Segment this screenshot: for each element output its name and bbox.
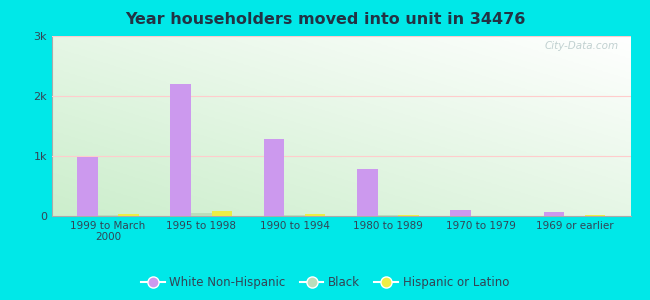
Bar — [450, 210, 471, 216]
Bar — [264, 139, 284, 216]
Bar — [98, 215, 118, 216]
Bar — [118, 214, 139, 216]
Text: Year householders moved into unit in 34476: Year householders moved into unit in 344… — [125, 12, 525, 27]
Bar — [544, 212, 564, 216]
Bar — [211, 211, 232, 216]
Legend: White Non-Hispanic, Black, Hispanic or Latino: White Non-Hispanic, Black, Hispanic or L… — [136, 272, 514, 294]
Bar — [357, 169, 378, 216]
Bar — [284, 214, 305, 216]
Bar — [170, 84, 191, 216]
Bar — [398, 215, 419, 216]
Bar — [191, 213, 211, 216]
Bar — [585, 214, 605, 216]
Bar — [305, 214, 326, 216]
Bar — [77, 157, 98, 216]
Bar — [378, 215, 398, 216]
Text: City-Data.com: City-Data.com — [545, 41, 619, 51]
